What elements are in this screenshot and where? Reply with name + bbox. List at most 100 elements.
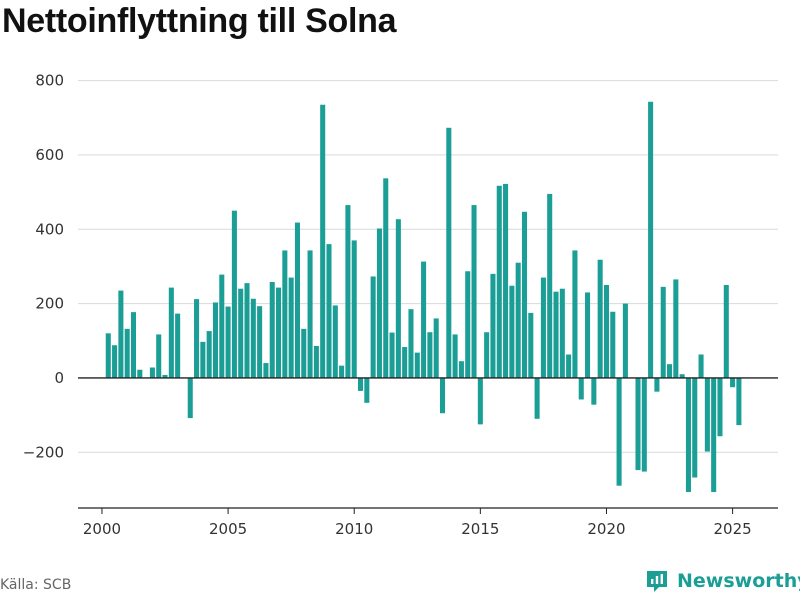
bar [509, 285, 515, 378]
y-tick-label: −200 [23, 443, 64, 461]
bar [339, 365, 345, 378]
bar [307, 250, 313, 378]
bar [112, 345, 118, 378]
bar [490, 273, 496, 378]
bar [553, 291, 559, 378]
bar [547, 193, 553, 378]
bar [168, 287, 174, 378]
x-axis: 2000 2005 2010 2015 2020 2025 [78, 507, 778, 538]
bar [534, 377, 540, 419]
bar [503, 183, 509, 378]
bar [559, 288, 565, 378]
chart-title: Nettoinflyttning till Solna [2, 2, 397, 40]
x-tick-label: 2005 [209, 520, 247, 538]
bar [105, 333, 111, 378]
bar [610, 311, 616, 378]
bar [288, 277, 294, 378]
y-tick-label: 0 [54, 369, 64, 387]
bar [257, 306, 263, 378]
bar [698, 354, 704, 378]
bar [187, 377, 193, 419]
bar [414, 352, 420, 378]
bar [641, 377, 647, 472]
bar [717, 377, 723, 437]
bar [685, 377, 691, 493]
bar [471, 205, 477, 378]
grid-lines [78, 80, 778, 453]
bar [654, 377, 660, 392]
y-tick-label: 200 [35, 295, 64, 313]
bar [730, 377, 736, 388]
bar [124, 328, 130, 378]
bar [585, 292, 591, 378]
bar [578, 377, 584, 400]
bar [250, 298, 256, 378]
bar [660, 286, 666, 378]
y-tick-label: 400 [35, 220, 64, 238]
bar [679, 374, 685, 378]
bar [118, 290, 124, 378]
bar [566, 354, 572, 378]
bar [484, 332, 490, 378]
bar [622, 303, 628, 378]
bar [496, 185, 502, 378]
x-tick-label: 2010 [335, 520, 373, 538]
bar [704, 377, 710, 452]
bar [212, 302, 218, 378]
bar [427, 332, 433, 378]
bar [458, 361, 464, 378]
bar [200, 341, 206, 378]
bar [370, 276, 376, 378]
bar [383, 178, 389, 378]
bar [433, 318, 439, 378]
y-tick-label: 600 [35, 146, 64, 164]
x-tick-label: 2020 [587, 520, 625, 538]
bar [326, 244, 332, 378]
bar [351, 240, 357, 378]
bar [635, 377, 641, 471]
bar [231, 210, 237, 378]
bar [667, 364, 673, 378]
brand-logo[interactable]: Newsworthy [645, 569, 800, 593]
bar [515, 262, 521, 378]
bar [219, 274, 225, 378]
bar [175, 313, 181, 378]
bar [421, 261, 427, 378]
bar [603, 285, 609, 378]
bar [244, 283, 250, 378]
bar [162, 374, 168, 378]
bar [149, 367, 155, 378]
y-tick-label: 800 [35, 72, 64, 90]
bar [276, 287, 282, 378]
bar [439, 377, 446, 414]
bar [572, 250, 578, 378]
bar [711, 377, 717, 493]
bar [597, 259, 603, 378]
bar [345, 205, 351, 378]
bar [465, 271, 471, 378]
bar [332, 305, 338, 378]
bar [269, 282, 275, 378]
bar [395, 219, 401, 378]
x-tick-label: 2000 [83, 520, 121, 538]
bar [452, 334, 458, 378]
bar [648, 101, 654, 378]
bar [736, 377, 742, 426]
bar [282, 250, 288, 378]
bar [294, 222, 300, 378]
newsworthy-icon [647, 571, 667, 592]
bar [723, 285, 729, 378]
bar [408, 309, 414, 378]
bar [238, 288, 244, 378]
bar [130, 312, 137, 378]
bar [320, 104, 326, 378]
bar [389, 332, 395, 378]
bar [591, 377, 597, 405]
bar [225, 306, 231, 378]
bars [105, 101, 742, 493]
bar [194, 299, 200, 378]
bar [206, 331, 212, 378]
bar [446, 127, 452, 378]
bar [692, 377, 698, 478]
